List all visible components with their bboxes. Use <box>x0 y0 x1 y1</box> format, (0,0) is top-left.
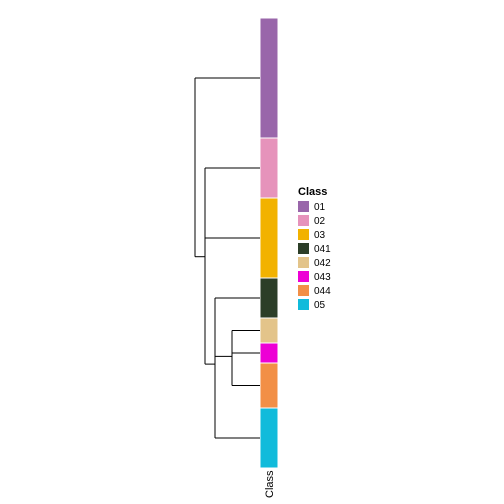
legend-swatch-03 <box>298 229 309 240</box>
class-block-044 <box>260 363 278 408</box>
legend-title: Class <box>298 186 327 198</box>
legend-label-041: 041 <box>314 244 331 255</box>
legend-label-03: 03 <box>314 230 326 241</box>
legend-label-042: 042 <box>314 258 331 269</box>
legend-label-01: 01 <box>314 202 326 213</box>
legend-label-02: 02 <box>314 216 326 227</box>
legend-label-05: 05 <box>314 300 326 311</box>
legend-swatch-044 <box>298 285 309 296</box>
legend-swatch-05 <box>298 299 309 310</box>
legend-swatch-042 <box>298 257 309 268</box>
class-block-02 <box>260 138 278 198</box>
class-block-041 <box>260 278 278 318</box>
class-block-05 <box>260 408 278 468</box>
legend-label-043: 043 <box>314 272 331 283</box>
class-block-01 <box>260 18 278 138</box>
legend-swatch-043 <box>298 271 309 282</box>
legend-swatch-041 <box>298 243 309 254</box>
legend-label-044: 044 <box>314 286 331 297</box>
class-block-043 <box>260 343 278 363</box>
legend-swatch-02 <box>298 215 309 226</box>
legend-swatch-01 <box>298 201 309 212</box>
dendrogram-figure: Class Class 01 02 03 041 042 043 044 05 <box>0 0 504 504</box>
class-block-03 <box>260 198 278 278</box>
class-block-042 <box>260 318 278 343</box>
axis-label-class: Class <box>264 470 276 498</box>
